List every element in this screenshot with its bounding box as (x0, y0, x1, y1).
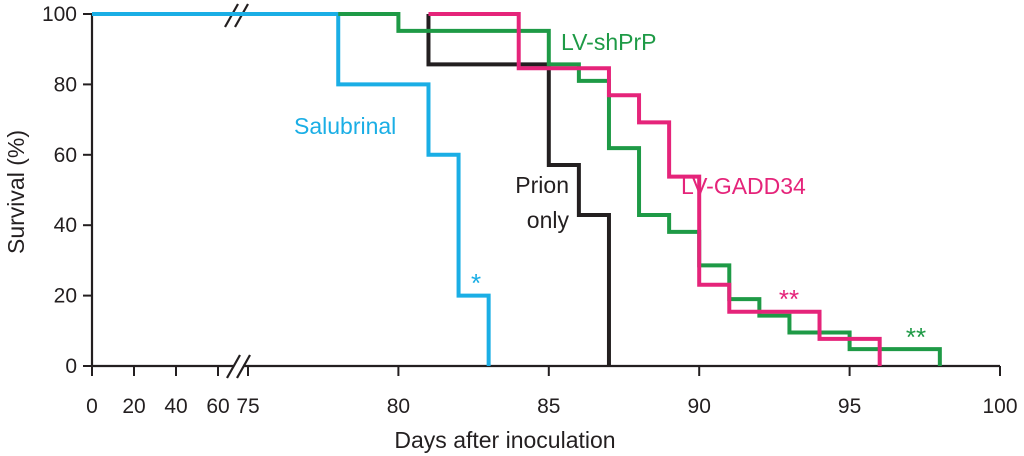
x-axis-break-mark (226, 354, 241, 379)
x-tick-label: 95 (838, 395, 861, 418)
x-tick-label: 90 (688, 395, 711, 418)
series-label: LV-GADD34 (681, 173, 806, 199)
x-tick-label: 0 (86, 395, 98, 418)
y-tick-label: 40 (54, 214, 77, 237)
series-line (426, 14, 611, 366)
y-tick-label: 0 (65, 355, 77, 378)
y-tick-label: 60 (54, 144, 77, 167)
series-label: only (527, 207, 570, 233)
series-line (428, 12, 882, 366)
series-label: LV-shPrP (561, 29, 656, 55)
x-tick-label: 60 (206, 395, 229, 418)
x-tick-label: 20 (122, 395, 145, 418)
x-tick-label: 100 (982, 395, 1017, 418)
x-tick-label: 85 (537, 395, 560, 418)
x-axis-title: Days after inoculation (394, 427, 615, 453)
series-layer (92, 12, 942, 366)
y-tick-label: 80 (54, 73, 77, 96)
labels: Salubrinal * Prion only LV-shPrP ** LV-GADD34 *… (294, 29, 926, 352)
y-tick-label: 100 (42, 3, 77, 26)
series-line (92, 12, 491, 366)
x-tick-label: 40 (164, 395, 187, 418)
series-label: Prion (515, 172, 569, 198)
series-label: Salubrinal (294, 113, 396, 139)
y-tick-label: 20 (54, 285, 77, 308)
significance-marker: * (471, 268, 481, 298)
series-line (338, 12, 942, 366)
y-axis-title: Survival (%) (3, 130, 29, 254)
axes: 0 20 40 60 80 100 0 20 40 60 75 80 85 90 95 100 (42, 3, 1018, 418)
x-tick-label: 75 (236, 395, 259, 418)
significance-marker: ** (779, 284, 799, 314)
x-tick-label: 80 (387, 395, 410, 418)
x-axis-break-mark (236, 354, 251, 379)
significance-marker: ** (906, 322, 926, 352)
